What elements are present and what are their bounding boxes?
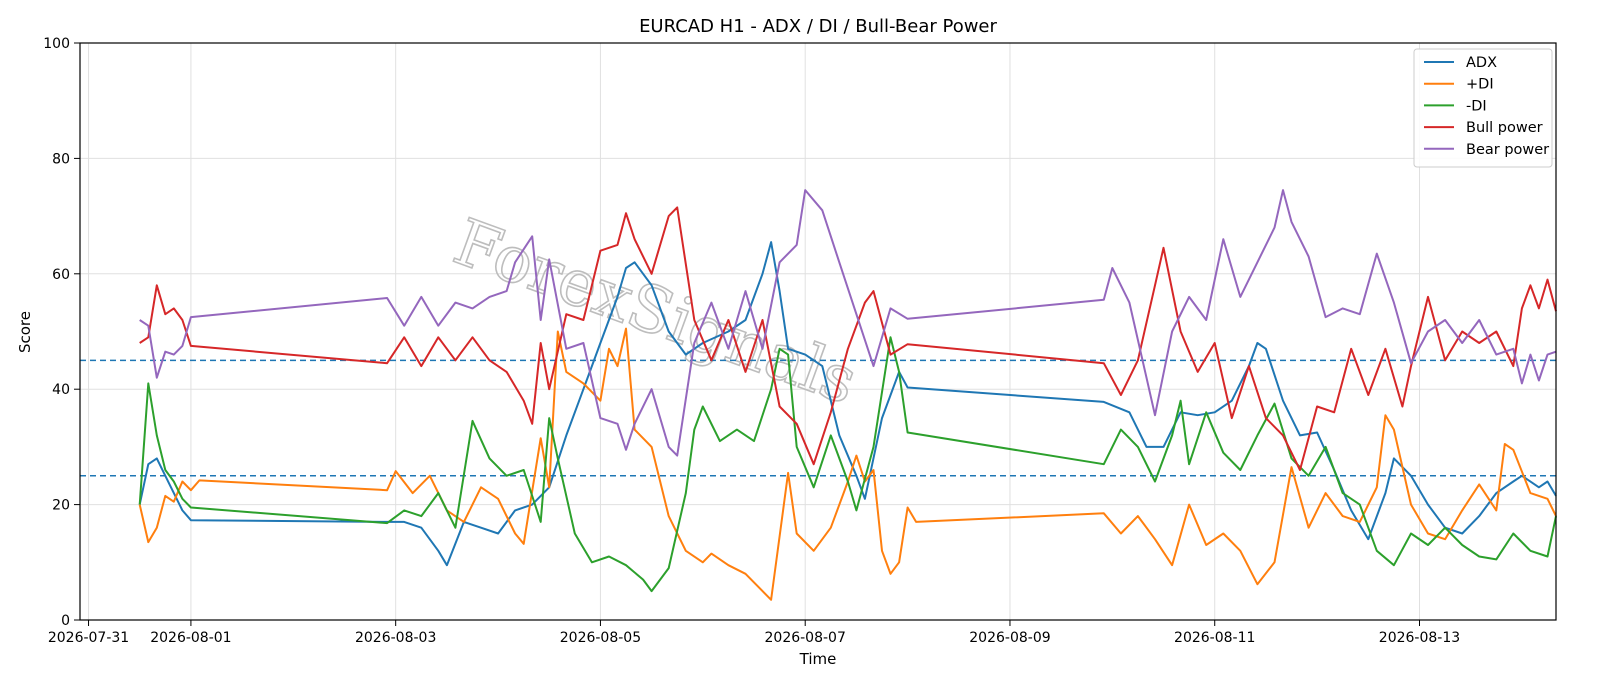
legend-label: Bear power bbox=[1466, 142, 1549, 158]
x-tick-label: 2026-08-01 bbox=[150, 630, 231, 646]
legend-label: -DI bbox=[1466, 98, 1487, 114]
x-axis: 2026-07-31 2026-08-01 2026-08-03 2026-08-05… bbox=[48, 620, 1460, 646]
plot-area-frame bbox=[79, 42, 1557, 621]
x-tick-label: 2026-08-13 bbox=[1379, 630, 1460, 646]
series-line-adx bbox=[138, 241, 1557, 567]
x-axis-title: Time bbox=[799, 650, 837, 668]
y-axis-title: Score bbox=[16, 311, 34, 353]
legend-box bbox=[1413, 48, 1553, 168]
y-tick-label: 80 bbox=[52, 151, 70, 167]
legend-label: ADX bbox=[1466, 55, 1497, 71]
series-line-di bbox=[138, 336, 1557, 593]
legend-label: +DI bbox=[1466, 77, 1494, 93]
chart-title: EURCAD H1 - ADX / DI / Bull-Bear Power bbox=[639, 16, 997, 37]
legend: ADX +DI -DI Bull power Bear power bbox=[1413, 48, 1553, 168]
y-tick-label: 40 bbox=[52, 382, 70, 398]
x-tick-label: 2026-08-03 bbox=[355, 630, 436, 646]
y-tick-label: 100 bbox=[43, 36, 70, 52]
series-line-di bbox=[138, 327, 1557, 601]
grid bbox=[80, 42, 1556, 621]
y-tick-label: 20 bbox=[52, 498, 70, 514]
series-lines bbox=[138, 189, 1557, 601]
x-tick-label: 2026-08-05 bbox=[560, 630, 641, 646]
x-tick-label: 2026-08-07 bbox=[765, 630, 846, 646]
y-tick-label: 60 bbox=[52, 267, 70, 283]
x-tick-label: 2026-08-09 bbox=[969, 630, 1050, 646]
legend-label: Bull power bbox=[1466, 120, 1543, 136]
series-line-bear-power bbox=[139, 189, 1557, 457]
y-axis: 0 20 40 60 80 100 bbox=[43, 36, 80, 629]
x-tick-label: 2026-07-31 bbox=[48, 630, 129, 646]
series-line-bull-power bbox=[139, 206, 1557, 471]
reference-lines bbox=[80, 359, 1556, 477]
y-tick-label: 0 bbox=[61, 613, 70, 629]
x-tick-label: 2026-08-11 bbox=[1174, 630, 1255, 646]
